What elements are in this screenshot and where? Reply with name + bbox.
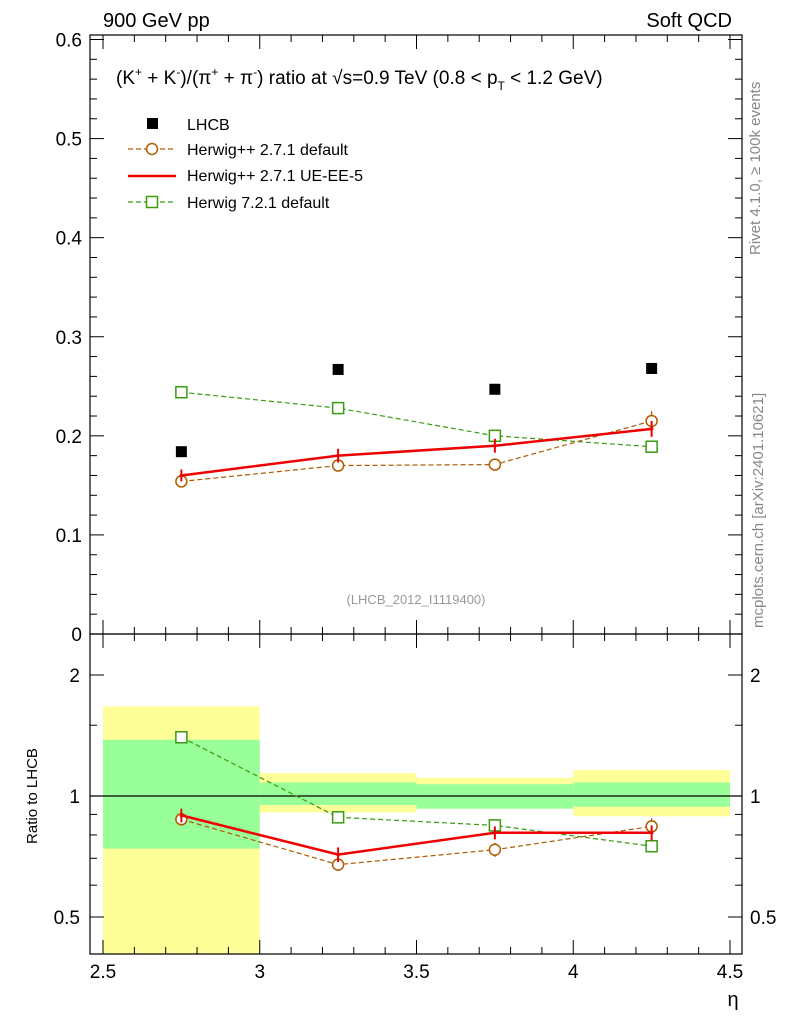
ratio-bands [103, 706, 730, 954]
x-tick-label: 3 [254, 962, 265, 983]
main-ytick-label: 0.2 [56, 427, 82, 448]
main-axes: 0 0.1 0.2 0.3 0.4 0.5 0.6 [56, 31, 742, 646]
main-hw_ue-line [181, 427, 652, 477]
reference-label: (LHCB_2012_I1119400) [346, 592, 485, 607]
x-tick-label: 3.5 [403, 962, 429, 983]
ratio-hw_ue-point [649, 830, 654, 835]
main-ytick-label: 0.5 [56, 130, 82, 151]
ratio-ytick-label-right: 2 [750, 666, 761, 687]
main-ytick-label: 0.3 [56, 328, 82, 349]
ratio-hw7-point [645, 839, 658, 853]
legend: LHCB Herwig++ 2.7.1 default Herwig++ 2.7… [128, 117, 363, 212]
ratio-ytick-label-left: 2 [69, 666, 80, 687]
ratio-axes: 0.5 0.5 1 1 2 2 2.5 3 3.5 4 4.5 [54, 634, 776, 983]
x-tick-label: 2.5 [90, 962, 116, 983]
main-hw_ue-point [649, 427, 654, 431]
chart-title: (K+ + K-)/(π+ + π-) ratio at √s=0.9 TeV … [116, 65, 603, 93]
main-hw7-point [645, 440, 658, 453]
legend-marker-hw7 [145, 195, 159, 209]
band-inner-3 [573, 782, 730, 807]
legend-label-hw-default: Herwig++ 2.7.1 default [187, 142, 349, 159]
ratio-ytick-label-left: 0.5 [54, 908, 80, 929]
header-right: Soft QCD [646, 10, 732, 32]
x-axis-label: η [727, 989, 738, 1011]
rivet-label: Rivet 4.1.0, ≥ 100k events [747, 82, 764, 255]
main-hw_ue-point [336, 453, 340, 458]
legend-label-hw7: Herwig 7.2.1 default [187, 195, 330, 212]
main-hw7-line [181, 391, 652, 448]
legend-marker-hw-default [145, 142, 159, 156]
ratio-ytick-label-left: 1 [69, 787, 80, 808]
x-tick-label: 4 [568, 962, 579, 983]
main-hw_default-point [488, 458, 502, 471]
main-hw_ue-point [493, 443, 497, 448]
main-hw7-point [331, 401, 345, 415]
main-hw_ue-point [179, 473, 184, 478]
legend-label-hw-ue: Herwig++ 2.7.1 UE-EE-5 [187, 168, 363, 185]
ratio-hw_default-line [181, 818, 652, 866]
mcplots-label: mcplots.cern.ch [arXiv:2401.10621] [750, 393, 767, 628]
ratio-ytick-label-right: 0.5 [750, 908, 776, 929]
ratio-y-label: Ratio to LHCB [24, 748, 41, 844]
main-lhcb-point [175, 446, 187, 458]
ratio-series [175, 731, 658, 871]
band-inner-0 [103, 739, 260, 849]
ratio-hw_ue-point [179, 813, 184, 818]
ratio-hw_ue-line [181, 814, 652, 856]
main-ytick-label: 0 [71, 625, 82, 646]
x-tick-label: 4.5 [717, 962, 743, 983]
main-lhcb-point [489, 383, 501, 395]
ratio-hw_default-point [488, 843, 502, 856]
main-ytick-label: 0.6 [56, 31, 82, 52]
main-lhcb-point [646, 362, 658, 374]
band-inner-1 [259, 782, 417, 805]
legend-marker-lhcb [147, 118, 158, 129]
ratio-hw7-point [175, 731, 188, 744]
legend-label-lhcb: LHCB [187, 117, 230, 134]
main-ytick-label: 0.1 [56, 526, 82, 547]
ratio-ytick-label-right: 1 [750, 787, 761, 808]
ratio-hw7-line [181, 736, 652, 847]
main-series [175, 362, 658, 488]
header-left: 900 GeV pp [103, 10, 210, 32]
main-hw_default-line [181, 420, 652, 483]
ratio-hw7-point [331, 811, 345, 824]
ratio-hw_ue-point [493, 830, 497, 835]
main-lhcb-point [332, 363, 344, 375]
ratio-hw_ue-point [336, 852, 340, 857]
main-hw7-point [175, 385, 188, 399]
main-ytick-label: 0.4 [56, 229, 83, 250]
